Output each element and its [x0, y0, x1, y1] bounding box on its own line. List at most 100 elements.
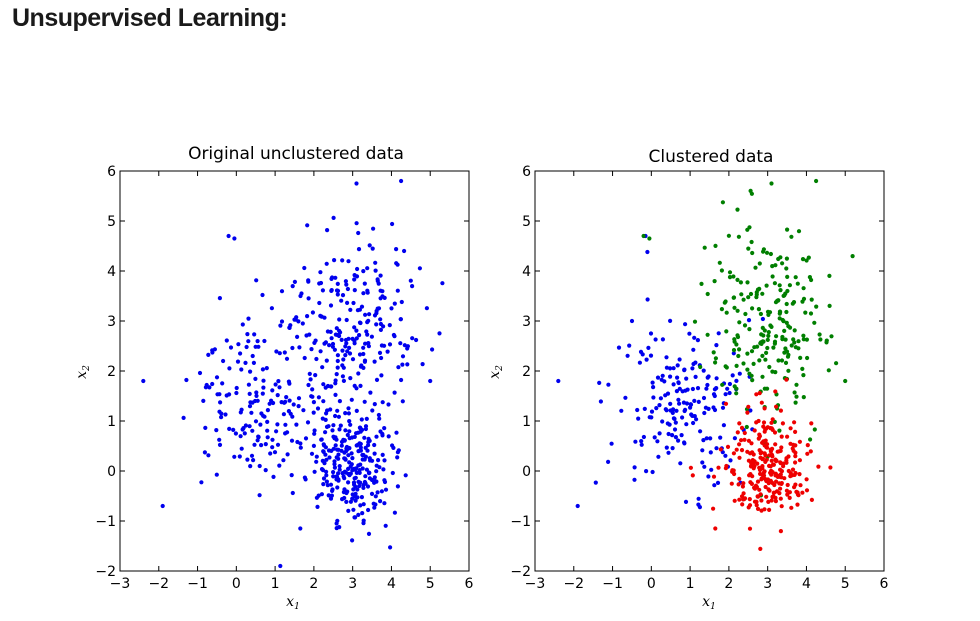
data-point [373, 260, 378, 265]
data-point [773, 300, 779, 305]
data-point [366, 471, 372, 476]
data-point [261, 378, 266, 383]
data-point [814, 178, 819, 184]
data-point [691, 347, 696, 352]
data-point [362, 399, 367, 404]
data-point [319, 314, 324, 319]
data-point [324, 473, 329, 478]
data-point [746, 246, 751, 251]
data-point [627, 343, 632, 348]
data-point [282, 350, 287, 355]
data-point [281, 458, 286, 463]
data-point [785, 492, 790, 497]
data-point [362, 435, 367, 440]
data-point [769, 324, 774, 329]
data-point [809, 497, 815, 502]
data-point [335, 485, 340, 490]
data-point [332, 258, 337, 263]
data-point [702, 464, 707, 469]
x-tick-label: 1 [686, 576, 695, 592]
data-point [769, 426, 774, 431]
data-point [672, 416, 677, 421]
data-point [750, 250, 755, 256]
data-point [239, 446, 244, 451]
data-point [639, 439, 644, 444]
data-point [366, 443, 371, 448]
data-point [344, 317, 349, 323]
data-point [278, 323, 283, 328]
data-point [767, 463, 772, 468]
data-point [706, 374, 711, 379]
x-tick-label: −2 [563, 576, 584, 592]
data-point [265, 408, 270, 413]
data-point [264, 366, 269, 371]
data-point [306, 382, 311, 388]
data-point [619, 408, 624, 413]
data-point [357, 333, 362, 338]
data-point [689, 412, 694, 417]
data-point [362, 358, 368, 363]
data-point [776, 256, 781, 262]
data-point [400, 399, 405, 404]
data-point [770, 274, 775, 279]
data-point [390, 221, 395, 227]
data-point [343, 411, 348, 416]
data-point [769, 498, 774, 503]
data-point [727, 381, 733, 387]
data-point [694, 417, 699, 422]
data-point [688, 402, 693, 407]
data-point [767, 488, 772, 493]
data-point [396, 365, 401, 370]
data-point [774, 404, 779, 409]
data-point [772, 339, 778, 344]
data-point [792, 340, 797, 345]
data-point [306, 296, 311, 301]
data-point [812, 320, 817, 325]
x-tick-label: −3 [525, 576, 546, 592]
data-point [725, 386, 730, 391]
data-point [326, 448, 332, 453]
data-point [319, 492, 324, 497]
data-point [806, 255, 811, 260]
data-point [737, 497, 742, 502]
data-point [659, 377, 664, 382]
data-point [256, 344, 261, 349]
data-point [356, 371, 361, 376]
data-point [765, 442, 770, 447]
data-point [773, 495, 778, 500]
data-point [764, 283, 769, 288]
data-point [329, 336, 334, 341]
data-point [332, 465, 337, 470]
data-point [718, 447, 723, 452]
y-tick-label: 0 [522, 464, 531, 480]
data-point [809, 421, 814, 426]
data-point [807, 275, 813, 280]
data-point [324, 479, 329, 484]
data-point [333, 378, 338, 383]
data-point [730, 468, 735, 473]
data-point [246, 339, 251, 344]
data-point [399, 377, 404, 383]
data-point [777, 481, 782, 486]
data-point [790, 446, 795, 451]
data-point [664, 408, 669, 413]
data-point [378, 321, 383, 327]
data-point [206, 453, 211, 458]
data-point [632, 477, 637, 482]
data-point [296, 319, 301, 324]
data-point [302, 265, 307, 271]
data-point [671, 382, 676, 387]
data-point [760, 464, 765, 469]
data-point [747, 526, 753, 531]
data-point [734, 391, 739, 396]
data-point [358, 503, 363, 508]
data-point [346, 453, 351, 458]
data-point [383, 487, 389, 492]
data-point [374, 479, 379, 484]
data-point [357, 352, 363, 357]
data-point [705, 332, 710, 337]
data-point [708, 436, 713, 441]
data-point [660, 337, 666, 342]
data-point [343, 353, 348, 358]
data-point [784, 349, 790, 354]
